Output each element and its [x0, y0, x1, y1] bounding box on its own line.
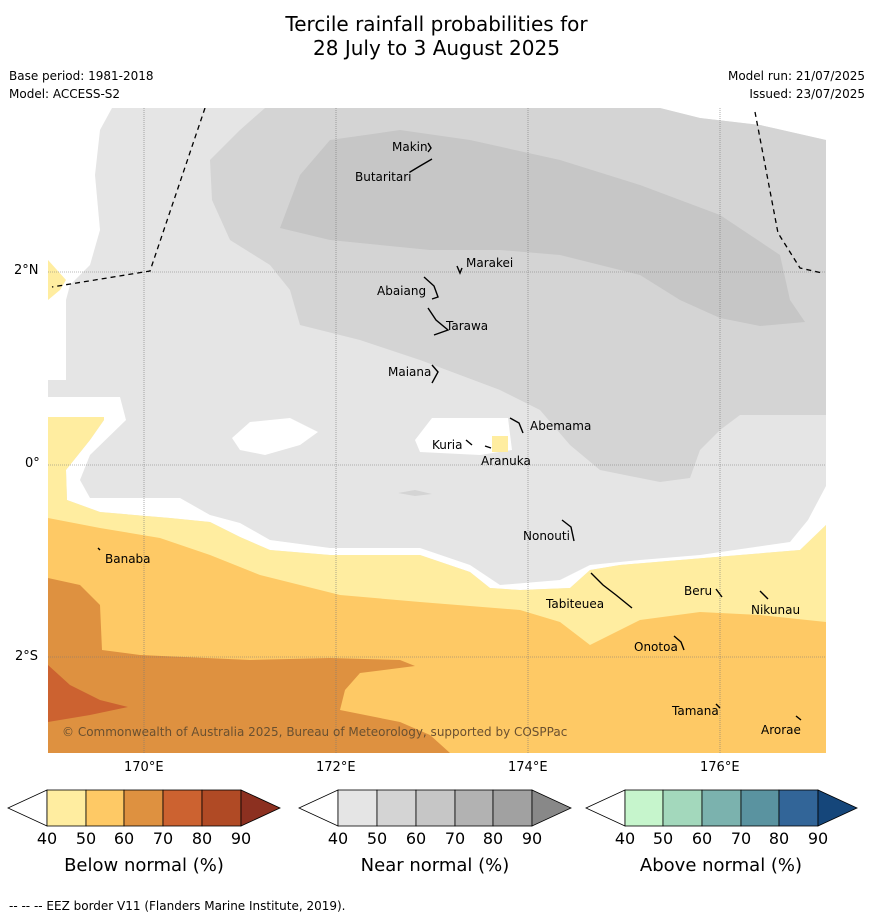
below-tick-90: 90 — [231, 829, 251, 848]
near-tick-40: 40 — [328, 829, 348, 848]
label-tamana: Tamana — [671, 704, 719, 718]
copyright-text: © Commonwealth of Australia 2025, Bureau… — [62, 725, 567, 739]
near-tick-90: 90 — [522, 829, 542, 848]
lon-label-176e: 176°E — [700, 760, 740, 775]
below-normal-70-80-region — [48, 665, 128, 722]
label-banaba: Banaba — [105, 552, 151, 566]
above-tick-70: 70 — [731, 829, 751, 848]
label-abaiang: Abaiang — [377, 284, 426, 298]
lon-label-174e: 174°E — [508, 760, 548, 775]
near-tick-80: 80 — [483, 829, 503, 848]
gridlines — [48, 108, 826, 753]
label-onotoa: Onotoa — [634, 640, 678, 654]
below-tick-80: 80 — [192, 829, 212, 848]
label-tabiteuea: Tabiteuea — [545, 597, 604, 611]
eez-footer-note: -- -- -- EEZ border V11 (Flanders Marine… — [9, 899, 346, 913]
title-line-1: Tercile rainfall probabilities for — [285, 12, 588, 36]
white-region-top-right — [660, 108, 826, 140]
near-tick-60: 60 — [406, 829, 426, 848]
above-tick-40: 40 — [615, 829, 635, 848]
grey-fleck — [398, 490, 432, 496]
yellow-patch-kuria — [492, 436, 508, 452]
base-period: Base period: 1981-2018 — [9, 69, 154, 83]
lon-label-170e: 170°E — [124, 760, 164, 775]
below-tick-60: 60 — [114, 829, 134, 848]
label-nonouti: Nonouti — [523, 529, 570, 543]
near-normal-label: Near normal (%) — [361, 855, 510, 876]
near-tick-70: 70 — [445, 829, 465, 848]
lat-label-2n: 2°N — [14, 263, 39, 278]
label-marakei: Marakei — [466, 256, 513, 270]
meta-left: Base period: 1981-2018 Model: ACCESS-S2 — [9, 67, 154, 103]
white-blob-west — [232, 418, 318, 455]
colorbar-above-normal: 40 50 60 70 80 90 Above normal (%) — [585, 789, 858, 876]
below-normal-label: Below normal (%) — [64, 855, 224, 876]
above-tick-50: 50 — [653, 829, 673, 848]
lat-label-2s: 2°S — [15, 649, 39, 664]
label-butaritari: Butaritari — [355, 170, 412, 184]
near-tick-50: 50 — [367, 829, 387, 848]
eez-border — [51, 108, 823, 288]
label-abemama: Abemama — [530, 419, 591, 433]
colorbars: 40 50 60 70 80 90 Below normal (%) 40 50… — [7, 789, 858, 876]
meta-right: Model run: 21/07/2025 Issued: 23/07/2025 — [728, 67, 865, 103]
below-tick-50: 50 — [76, 829, 96, 848]
label-arorae: Arorae — [761, 723, 801, 737]
title-line-2: 28 July to 3 August 2025 — [313, 36, 560, 60]
map-title: Tercile rainfall probabilities for 28 Ju… — [0, 12, 873, 60]
model-run: Model run: 21/07/2025 — [727, 69, 865, 83]
above-normal-label: Above normal (%) — [640, 855, 802, 876]
below-normal-40-50-corner — [48, 260, 66, 300]
island-outlines — [97, 142, 802, 721]
colorbar-near-normal: 40 50 60 70 80 90 Near normal (%) — [298, 789, 572, 876]
lon-label-172e: 172°E — [316, 760, 356, 775]
above-tick-80: 80 — [769, 829, 789, 848]
label-nikunau: Nikunau — [751, 603, 800, 617]
label-tarawa: Tarawa — [445, 319, 488, 333]
below-normal-60-70-region — [48, 578, 450, 753]
island-labels: Makin Butaritari Marakei Abaiang Tarawa … — [105, 140, 801, 737]
lat-label-0: 0° — [25, 456, 40, 471]
model-name: Model: ACCESS-S2 — [9, 87, 121, 101]
near-normal-60-70-region — [280, 130, 805, 326]
white-region-top-left — [48, 108, 112, 380]
label-kuria: Kuria — [432, 438, 463, 452]
issued-date: Issued: 23/07/2025 — [749, 87, 865, 101]
label-aranuka: Aranuka — [481, 454, 531, 468]
label-makin: Makin — [392, 140, 428, 154]
colorbar-below-normal: 40 50 60 70 80 90 Below normal (%) — [7, 789, 281, 876]
below-tick-70: 70 — [153, 829, 173, 848]
label-maiana: Maiana — [388, 365, 431, 379]
rainfall-map: Makin Butaritari Marakei Abaiang Tarawa … — [48, 108, 826, 753]
white-blob-kuria — [415, 418, 512, 455]
below-tick-40: 40 — [37, 829, 57, 848]
label-beru: Beru — [684, 584, 712, 598]
above-tick-60: 60 — [692, 829, 712, 848]
above-tick-90: 90 — [808, 829, 828, 848]
